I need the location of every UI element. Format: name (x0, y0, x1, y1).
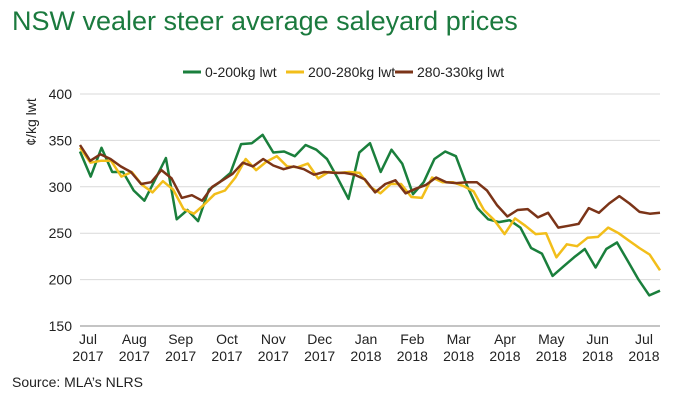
x-tick-year: 2018 (489, 348, 520, 364)
x-tick-month: Apr (494, 331, 516, 347)
x-tick-month: Nov (261, 331, 286, 347)
chart-title: NSW vealer steer average saleyard prices (12, 6, 518, 36)
y-axis-label: ¢/kg lwt (23, 98, 39, 146)
x-tick-month: Jul (79, 331, 97, 347)
x-tick-month: May (538, 331, 564, 347)
x-tick-month: Sep (168, 331, 193, 347)
x-tick-year: 2017 (304, 348, 335, 364)
y-tick-label: 300 (49, 179, 73, 195)
x-tick-month: Mar (447, 331, 471, 347)
x-tick-year: 2017 (211, 348, 242, 364)
x-tick-year: 2018 (536, 348, 567, 364)
legend-label: 0-200kg lwt (205, 64, 277, 80)
x-tick-month: Jun (586, 331, 609, 347)
y-tick-label: 250 (49, 225, 73, 241)
legend-label: 280-330kg lwt (417, 64, 504, 80)
x-tick-year: 2018 (628, 348, 659, 364)
x-tick-year: 2017 (119, 348, 150, 364)
y-tick-label: 400 (49, 86, 73, 102)
y-tick-label: 200 (49, 272, 73, 288)
x-tick-year: 2018 (582, 348, 613, 364)
x-tick-year: 2017 (165, 348, 196, 364)
legend-label: 200-280kg lwt (308, 64, 395, 80)
x-tick-month: Jul (635, 331, 653, 347)
x-tick-year: 2017 (258, 348, 289, 364)
grid-lines (80, 93, 660, 327)
x-tick-year: 2018 (443, 348, 474, 364)
source-note: Source: MLA’s NLRS (12, 374, 143, 390)
series-line-0-200kg-lwt (78, 133, 661, 297)
y-tick-label: 350 (49, 132, 73, 148)
x-tick-year: 2017 (72, 348, 103, 364)
y-tick-labels: 150 200 250 300 350 400 (49, 86, 73, 334)
x-tick-month: Feb (400, 331, 424, 347)
x-tick-labels: Jul2017Aug2017Sep2017Oct2017Nov2017Dec20… (72, 331, 659, 364)
x-tick-month: Dec (307, 331, 332, 347)
legend: 0-200kg lwt 200-280kg lwt 280-330kg lwt (183, 64, 504, 80)
x-tick-year: 2018 (350, 348, 381, 364)
series-line-280-330kg-lwt (78, 144, 661, 229)
y-tick-label: 150 (49, 318, 73, 334)
x-tick-month: Jan (355, 331, 378, 347)
series-lines (78, 133, 662, 297)
x-tick-year: 2018 (397, 348, 428, 364)
x-tick-month: Aug (122, 331, 147, 347)
x-tick-month: Oct (216, 331, 238, 347)
